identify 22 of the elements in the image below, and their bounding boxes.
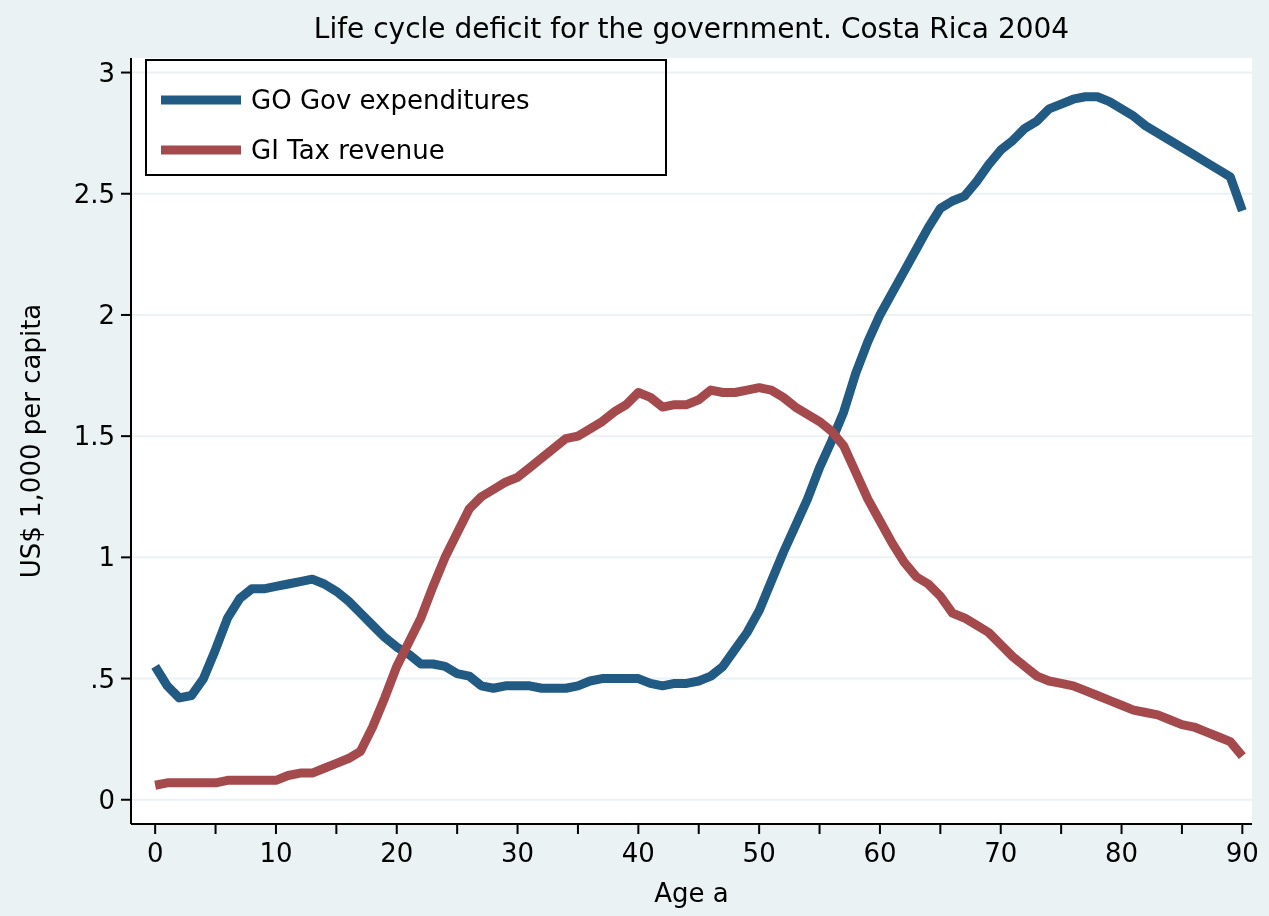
y-tick-label: 0 [98,784,115,815]
x-tick-label: 50 [742,838,776,868]
y-tick-label: 1.5 [73,421,115,452]
x-tick-label: 0 [146,838,164,868]
y-tick-label: 3 [98,57,115,88]
x-tick-label: 30 [501,838,535,868]
x-tick-label: 80 [1104,838,1139,868]
y-tick-label: 2.5 [73,178,115,209]
x-axis-title: Age a [654,878,729,908]
legend-label: GI Tax revenue [251,135,445,165]
x-tick-label: 60 [863,838,897,868]
x-tick-label: 20 [380,838,414,868]
x-tick-label: 70 [984,838,1018,868]
y-tick-label: 2 [98,300,115,331]
y-axis-title: US$ 1,000 per capita [16,303,46,579]
x-tick-label: 40 [621,838,655,868]
y-tick-label: 1 [98,542,115,573]
y-tick-label: .5 [90,663,115,694]
x-tick-label: 10 [259,838,293,868]
x-tick-label: 90 [1225,838,1259,868]
chart-title: Life cycle deficit for the government. Costa Rica 2004 [313,12,1070,45]
legend-label: GO Gov expenditures [251,85,530,115]
